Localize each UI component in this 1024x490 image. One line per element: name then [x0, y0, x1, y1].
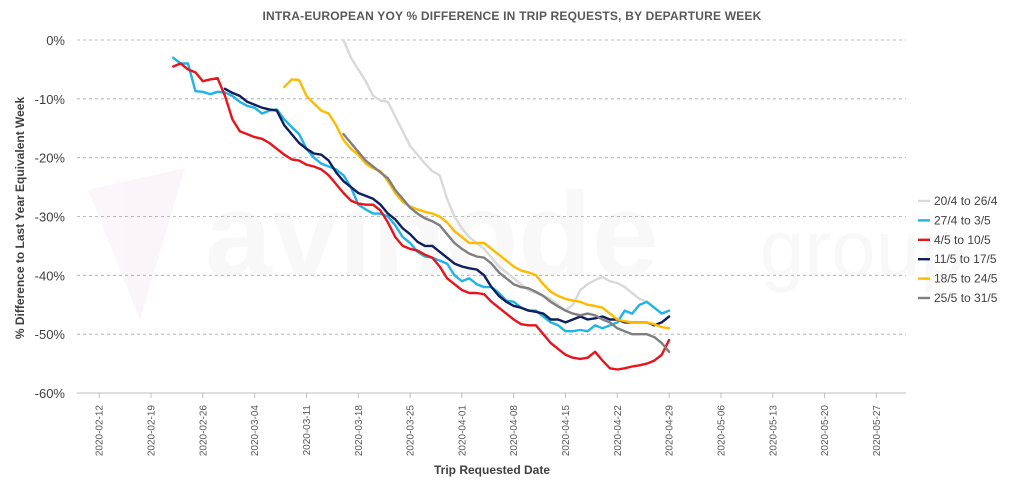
x-tick-label: 2020-02-19 [147, 405, 158, 457]
x-tick-label: 2020-03-11 [302, 405, 313, 456]
x-tick-label: 2020-05-27 [872, 405, 883, 457]
x-tick-label: 2020-04-22 [613, 405, 624, 457]
x-tick-label: 2020-04-29 [665, 405, 676, 457]
y-tick-label: -30% [35, 210, 66, 225]
y-tick-label: -20% [35, 151, 66, 166]
series-line [223, 87, 671, 327]
chart-title: INTRA-EUROPEAN YOY % DIFFERENCE IN TRIP … [262, 9, 761, 23]
y-axis-ticks: 0% -10% -20% -30% -40% -50% -60% [35, 33, 66, 401]
x-tick-label: 2020-04-15 [561, 405, 572, 457]
series-lines [171, 38, 671, 371]
y-tick-label: -10% [35, 92, 66, 107]
y-tick-label: -60% [35, 386, 66, 401]
y-tick-label: 0% [46, 33, 65, 48]
series-line [283, 78, 671, 330]
y-tick-label: -50% [35, 327, 66, 342]
series-line [342, 38, 649, 312]
avinode-group-watermark: avinode group [88, 168, 965, 320]
legend-label: 27/4 to 3/5 [934, 213, 991, 227]
legend-label: 25/5 to 31/5 [934, 291, 998, 305]
legend-label: 18/5 to 24/5 [934, 272, 998, 286]
x-tick-label: 2020-02-26 [198, 405, 209, 457]
x-tick-label: 2020-05-06 [716, 405, 727, 457]
x-axis-label: Trip Requested Date [434, 463, 550, 477]
x-tick-label: 2020-04-01 [457, 405, 468, 457]
y-axis-label: % Difference to Last Year Equivalent Wee… [13, 97, 27, 340]
x-tick-label: 2020-05-20 [820, 405, 831, 457]
series-line [342, 132, 671, 353]
x-tick-label: 2020-03-04 [250, 405, 261, 457]
x-tick-label: 2020-03-18 [354, 405, 365, 457]
legend-label: 4/5 to 10/5 [934, 233, 991, 247]
gridlines [77, 39, 906, 394]
series-line [171, 56, 671, 333]
x-axis-ticks: 2020-02-12 2020-02-19 2020-02-26 2020-03-04… [95, 393, 883, 456]
chart-legend: 20/4 to 26/4 27/4 to 3/5 4/5 to 10/5 11/5 t… [918, 194, 998, 305]
x-tick-label: 2020-02-12 [95, 405, 106, 457]
watermark-logo-suffix: group [760, 204, 965, 293]
watermark-logo-mark [88, 168, 185, 320]
watermark-logo-text: avinode [205, 168, 658, 302]
x-tick-label: 2020-03-25 [406, 405, 417, 457]
x-tick-label: 2020-05-13 [768, 405, 779, 457]
series-line [171, 62, 671, 371]
legend-label: 20/4 to 26/4 [934, 194, 998, 208]
legend-label: 11/5 to 17/5 [934, 252, 997, 266]
x-tick-label: 2020-04-08 [509, 405, 520, 457]
y-tick-label: -40% [35, 268, 66, 283]
